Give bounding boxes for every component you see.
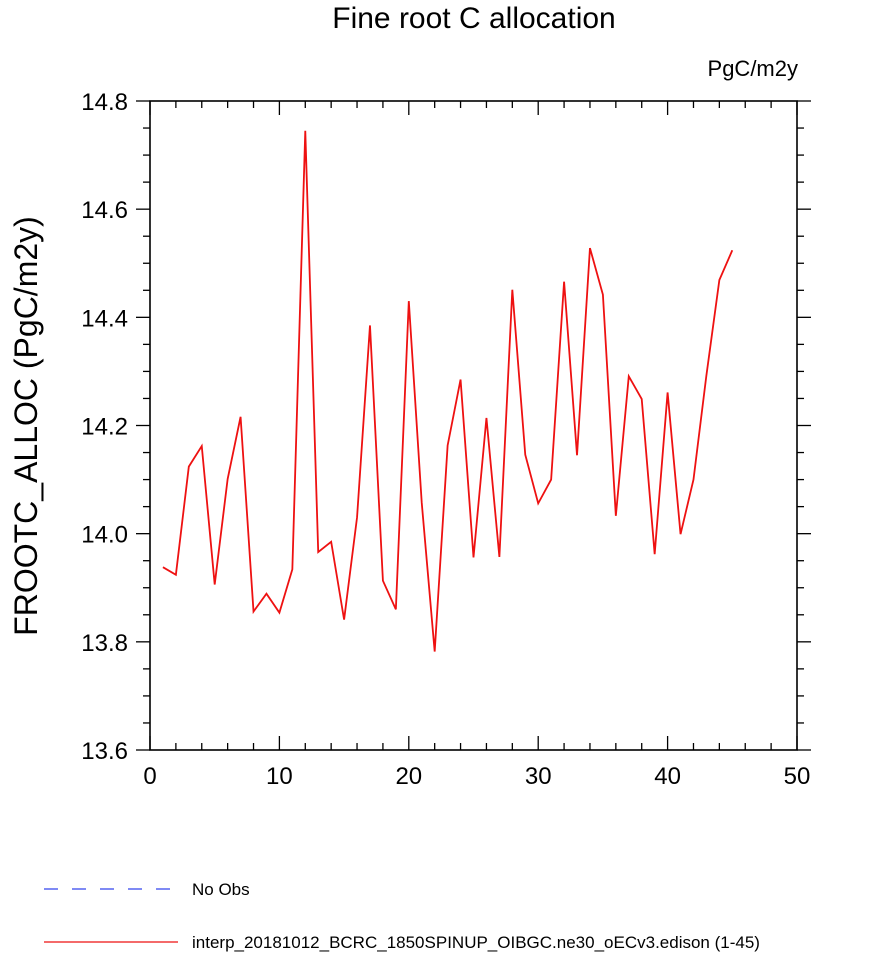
chart-title: Fine root C allocation <box>332 2 615 35</box>
y-axis-label: FROOTC_ALLOC (PgC/m2y) <box>8 216 44 636</box>
plot-area: 0 10 20 30 40 50 13.6 13.8 14.0 14.2 14.4 14.6 14.8 <box>81 89 811 790</box>
x-tick-label: 50 <box>784 763 811 790</box>
y-tick-label: 14.8 <box>81 89 128 116</box>
legend: No Obs interp_20181012_BCRC_1850SPINUP_O… <box>44 880 760 952</box>
legend-label-no-obs: No Obs <box>192 880 250 899</box>
y-tick-label: 13.8 <box>81 630 128 657</box>
y-tick-label: 14.6 <box>81 197 128 224</box>
x-tick-label: 30 <box>525 763 552 790</box>
y-tick-label: 13.6 <box>81 738 128 765</box>
y-tick-label: 14.0 <box>81 522 128 549</box>
y-tick-label: 14.2 <box>81 414 128 441</box>
x-tick-label: 0 <box>143 763 156 790</box>
y-tick-label: 14.4 <box>81 305 128 332</box>
x-tick-label: 40 <box>654 763 681 790</box>
units-label: PgC/m2y <box>708 56 798 81</box>
legend-label-model-run: interp_20181012_BCRC_1850SPINUP_OIBGC.ne… <box>192 933 760 952</box>
series-line-1 <box>162 130 734 652</box>
x-tick-label: 10 <box>266 763 293 790</box>
x-tick-label: 20 <box>395 763 422 790</box>
